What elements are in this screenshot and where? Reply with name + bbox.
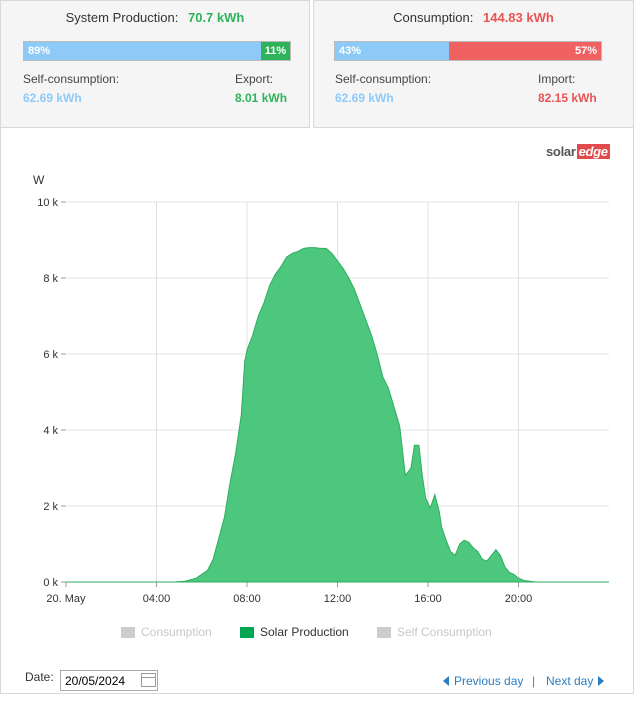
production-export-segment: 11% <box>260 42 290 60</box>
previous-day-link[interactable]: Previous day <box>443 674 523 688</box>
consumption-value: 144.83 kWh <box>483 10 554 25</box>
logo-text-edge: edge <box>576 144 610 159</box>
import-value: 82.15 kWh <box>538 91 597 105</box>
x-tick-label: 08:00 <box>233 593 261 605</box>
y-tick-label: 10 k <box>37 197 58 209</box>
y-tick-label: 6 k <box>43 349 58 361</box>
production-chart: W 0 k 2 k 4 k 6 k 8 k 10 k 20. May 04:00 08:00 1… <box>33 173 609 605</box>
chevron-right-icon <box>598 676 605 686</box>
x-tick-label: 20:00 <box>505 593 533 605</box>
legend-consumption[interactable]: Consumption <box>121 625 212 639</box>
x-tick-label: 20. May <box>46 593 86 605</box>
x-tick-label: 16:00 <box>414 593 442 605</box>
export-label: Export: <box>235 72 274 86</box>
next-day-label: Next day <box>546 674 594 688</box>
solar-production-area <box>66 247 609 583</box>
date-label: Date: <box>25 670 54 684</box>
production-value: 70.7 kWh <box>187 10 245 25</box>
consumption-self-label: Self-consumption: <box>335 72 432 86</box>
consumption-title-label: Consumption: <box>393 10 474 25</box>
logo-text-solar: solar <box>546 144 576 159</box>
legend-solar-swatch <box>240 626 254 638</box>
legend-consumption-swatch <box>121 626 135 638</box>
legend-self-label: Self Consumption <box>397 625 492 639</box>
y-tick-label: 2 k <box>43 501 58 513</box>
consumption-import-segment: 57% <box>449 42 601 60</box>
legend-solar-label: Solar Production <box>260 625 349 639</box>
legend-consumption-label: Consumption <box>141 625 212 639</box>
x-tick-label: 04:00 <box>143 593 171 605</box>
legend-self-swatch <box>377 626 391 638</box>
production-title-label: System Production: <box>65 10 179 25</box>
import-label: Import: <box>538 72 576 86</box>
nav-separator: | <box>532 674 536 688</box>
consumption-self-segment: 43% <box>335 42 450 60</box>
production-self-value: 62.69 kWh <box>23 91 82 105</box>
consumption-self-value: 62.69 kWh <box>335 91 394 105</box>
y-axis-unit-label: W <box>33 173 45 187</box>
y-tick-label: 4 k <box>43 425 58 437</box>
consumption-ratio-bar: 43% 57% <box>334 41 602 61</box>
y-tick-label: 0 k <box>43 577 58 589</box>
chevron-left-icon <box>443 676 449 686</box>
production-self-label: Self-consumption: <box>23 72 120 86</box>
production-ratio-bar: 89% 11% <box>23 41 291 61</box>
x-tick-label: 12:00 <box>324 593 352 605</box>
production-title: System Production: 70.7 kWh <box>1 10 309 25</box>
next-day-link[interactable]: Next day <box>546 674 605 688</box>
legend-self-consumption[interactable]: Self Consumption <box>377 625 492 639</box>
y-tick-label: 8 k <box>43 273 58 285</box>
solaredge-logo: solar edge <box>546 144 610 159</box>
production-self-segment: 89% <box>24 42 261 60</box>
calendar-icon[interactable] <box>141 673 156 687</box>
legend-solar-production[interactable]: Solar Production <box>240 625 349 639</box>
date-input[interactable] <box>60 670 158 691</box>
production-panel: System Production: 70.7 kWh 89% 11% Self… <box>0 0 310 128</box>
previous-day-label: Previous day <box>454 674 524 688</box>
consumption-panel: Consumption: 144.83 kWh 43% 57% Self-con… <box>313 0 634 128</box>
consumption-title: Consumption: 144.83 kWh <box>314 10 633 25</box>
export-value: 8.01 kWh <box>235 91 288 105</box>
